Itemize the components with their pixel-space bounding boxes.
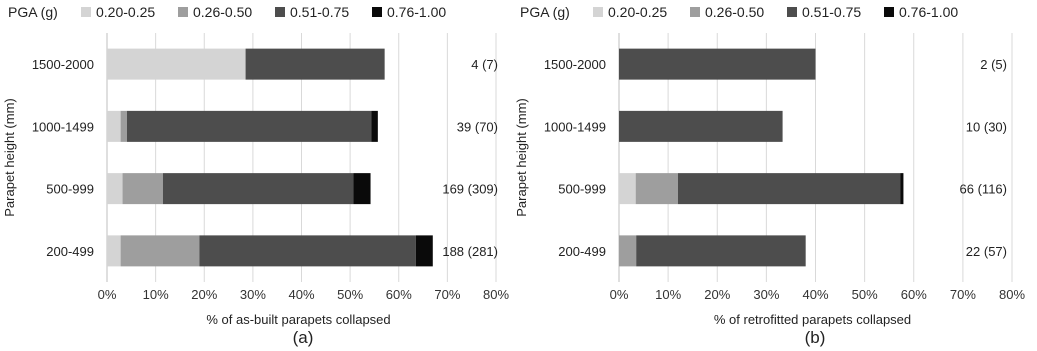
bar-segment bbox=[120, 235, 200, 267]
x-axis-title: % of retrofitted parapets collapsed bbox=[714, 312, 911, 327]
bar-segment bbox=[162, 173, 354, 205]
legend-label: 0.26-0.50 bbox=[705, 4, 764, 20]
legend-title: PGA (g) bbox=[520, 4, 570, 20]
x-tick-label: 50% bbox=[337, 287, 363, 302]
count-annotation: 39 (70) bbox=[457, 119, 498, 134]
bar-segment bbox=[245, 48, 385, 80]
y-axis-title: Parapet height (mm) bbox=[514, 98, 529, 217]
legend-label: 0.20-0.25 bbox=[96, 4, 155, 20]
x-tick-label: 70% bbox=[950, 287, 976, 302]
legend-label: 0.76-1.00 bbox=[899, 4, 958, 20]
y-tick-label: 500-999 bbox=[558, 182, 606, 197]
bar-segment bbox=[371, 110, 378, 142]
x-tick-label: 40% bbox=[288, 287, 314, 302]
x-tick-label: 10% bbox=[143, 287, 169, 302]
count-annotation: 66 (116) bbox=[960, 182, 1007, 197]
count-annotation: 188 (281) bbox=[442, 244, 498, 259]
bar-segment bbox=[635, 173, 678, 205]
legend-swatch bbox=[178, 7, 188, 17]
bar-segment bbox=[619, 235, 637, 267]
bar-segment bbox=[107, 235, 121, 267]
bar-segment bbox=[120, 110, 127, 142]
x-tick-label: 70% bbox=[434, 287, 460, 302]
legend-swatch bbox=[593, 7, 603, 17]
x-tick-label: 80% bbox=[483, 287, 509, 302]
y-tick-label: 1000-1499 bbox=[544, 119, 606, 134]
bar-segment bbox=[619, 173, 636, 205]
y-tick-label: 1500-2000 bbox=[544, 57, 606, 72]
bar-segment bbox=[107, 48, 246, 80]
bar-segment bbox=[677, 173, 901, 205]
y-tick-label: 500-999 bbox=[46, 182, 94, 197]
legend-label: 0.20-0.25 bbox=[608, 4, 667, 20]
bar-segment bbox=[619, 110, 783, 142]
legend-swatch bbox=[81, 7, 91, 17]
x-tick-label: 0% bbox=[610, 287, 629, 302]
legend-swatch bbox=[372, 7, 382, 17]
x-axis-title: % of as-built parapets collapsed bbox=[206, 312, 390, 327]
bar-segment bbox=[122, 173, 163, 205]
legend-swatch bbox=[275, 7, 285, 17]
legend-label: 0.51-0.75 bbox=[802, 4, 861, 20]
legend-swatch bbox=[787, 7, 797, 17]
legend-swatch bbox=[884, 7, 894, 17]
count-annotation: 10 (30) bbox=[966, 119, 1007, 134]
chart-panel-b: 0% 10% 20% 30% 40% 50% 60% 70% 80% 1500-2000 2 (5)… bbox=[514, 4, 1025, 347]
bar-segment bbox=[636, 235, 806, 267]
legend-swatch bbox=[690, 7, 700, 17]
bar-segment bbox=[619, 48, 816, 80]
count-annotation: 4 (7) bbox=[471, 57, 498, 72]
bar-segment bbox=[199, 235, 416, 267]
bar-segment bbox=[107, 110, 121, 142]
x-tick-label: 60% bbox=[386, 287, 412, 302]
count-annotation: 2 (5) bbox=[980, 57, 1007, 72]
y-tick-label: 200-499 bbox=[46, 244, 94, 259]
x-tick-label: 60% bbox=[901, 287, 927, 302]
x-tick-label: 80% bbox=[999, 287, 1025, 302]
legend: PGA (g) 0.20-0.25 0.26-0.50 0.51-0.75 0.76-1… bbox=[520, 4, 958, 20]
x-tick-label: 20% bbox=[704, 287, 730, 302]
legend-label: 0.51-0.75 bbox=[290, 4, 349, 20]
y-axis-title: Parapet height (mm) bbox=[2, 98, 17, 217]
x-tick-label: 20% bbox=[191, 287, 217, 302]
panel-label: (a) bbox=[293, 328, 314, 347]
panel-label: (b) bbox=[805, 328, 826, 347]
legend-label: 0.26-0.50 bbox=[193, 4, 252, 20]
bar-segment bbox=[107, 173, 123, 205]
legend-label: 0.76-1.00 bbox=[387, 4, 446, 20]
bar-segment bbox=[126, 110, 372, 142]
x-tick-label: 30% bbox=[753, 287, 779, 302]
legend: PGA (g) 0.20-0.25 0.26-0.50 0.51-0.75 0.76-1… bbox=[8, 4, 446, 20]
y-tick-label: 1000-1499 bbox=[32, 119, 94, 134]
x-tick-label: 40% bbox=[802, 287, 828, 302]
legend-title: PGA (g) bbox=[8, 4, 58, 20]
y-tick-label: 1500-2000 bbox=[32, 57, 94, 72]
bar-segment bbox=[353, 173, 371, 205]
bar-segment bbox=[415, 235, 433, 267]
x-tick-label: 50% bbox=[852, 287, 878, 302]
chart-panel-a: 0% 10% 20% 30% 40% 50% 60% 70% 80% 1500-2000 4 (7)… bbox=[2, 4, 509, 347]
bar-segment bbox=[900, 173, 904, 205]
x-tick-label: 30% bbox=[240, 287, 266, 302]
y-tick-label: 200-499 bbox=[558, 244, 606, 259]
count-annotation: 22 (57) bbox=[966, 244, 1007, 259]
count-annotation: 169 (309) bbox=[442, 182, 498, 197]
x-tick-label: 0% bbox=[98, 287, 117, 302]
x-tick-label: 10% bbox=[655, 287, 681, 302]
